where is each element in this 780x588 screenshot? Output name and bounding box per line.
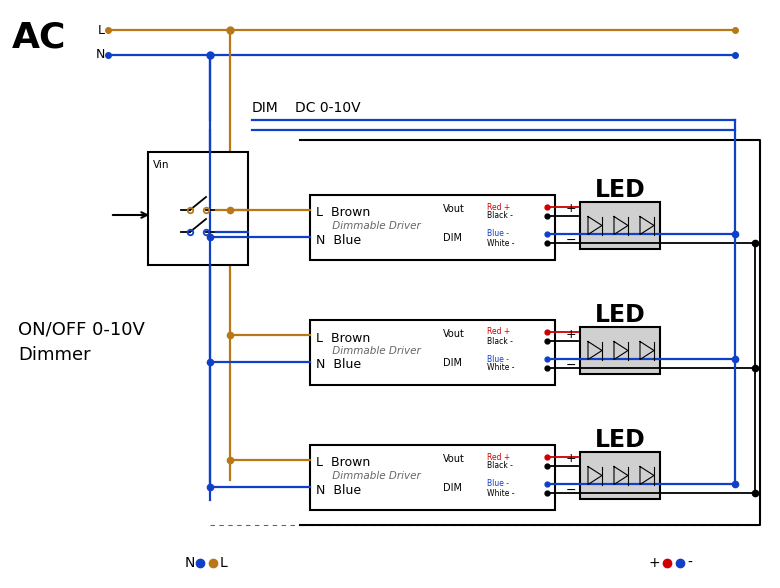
Text: Vout: Vout xyxy=(443,454,465,464)
Text: N  Blue: N Blue xyxy=(316,233,361,246)
Bar xyxy=(580,327,660,374)
Text: Black -: Black - xyxy=(487,462,513,470)
Text: +: + xyxy=(566,453,576,466)
Bar xyxy=(310,320,555,385)
Text: Red +: Red + xyxy=(487,453,510,462)
Text: Blue -: Blue - xyxy=(487,479,509,489)
Text: LED: LED xyxy=(594,428,645,452)
Text: Dimmable Driver: Dimmable Driver xyxy=(316,221,420,231)
Text: DIM: DIM xyxy=(443,483,462,493)
Text: N  Blue: N Blue xyxy=(316,359,361,372)
Text: L  Brown: L Brown xyxy=(316,456,370,469)
Text: AC: AC xyxy=(12,21,66,55)
Text: +: + xyxy=(648,556,660,570)
Bar xyxy=(580,452,660,499)
Text: Blue -: Blue - xyxy=(487,355,509,363)
Text: Red +: Red + xyxy=(487,328,510,336)
Text: Black -: Black - xyxy=(487,212,513,220)
Text: Dimmer: Dimmer xyxy=(18,346,90,364)
Bar xyxy=(310,445,555,510)
Text: N: N xyxy=(185,556,195,570)
Text: Vin: Vin xyxy=(153,160,169,170)
Text: DIM: DIM xyxy=(252,101,278,115)
Text: Blue -: Blue - xyxy=(487,229,509,239)
Bar xyxy=(148,152,248,265)
Text: −: − xyxy=(566,483,576,496)
Text: LED: LED xyxy=(594,303,645,327)
Text: ON/OFF 0-10V: ON/OFF 0-10V xyxy=(18,321,145,339)
Text: Vout: Vout xyxy=(443,204,465,214)
Text: DC 0-10V: DC 0-10V xyxy=(295,101,360,115)
Text: DIM: DIM xyxy=(443,233,462,243)
Text: −: − xyxy=(566,359,576,372)
Bar xyxy=(580,202,660,249)
Text: White -: White - xyxy=(487,239,515,248)
Text: LED: LED xyxy=(594,178,645,202)
Text: DIM: DIM xyxy=(443,358,462,368)
Text: White -: White - xyxy=(487,363,515,373)
Text: L  Brown: L Brown xyxy=(316,332,370,345)
Text: L  Brown: L Brown xyxy=(316,206,370,219)
Text: N  Blue: N Blue xyxy=(316,483,361,496)
Text: White -: White - xyxy=(487,489,515,497)
Text: N: N xyxy=(96,48,105,62)
Text: Vout: Vout xyxy=(443,329,465,339)
Text: Dimmable Driver: Dimmable Driver xyxy=(316,346,420,356)
Text: +: + xyxy=(566,202,576,215)
Text: Red +: Red + xyxy=(487,202,510,212)
Text: L: L xyxy=(98,24,105,36)
Text: −: − xyxy=(566,233,576,246)
Text: L: L xyxy=(220,556,228,570)
Bar xyxy=(310,195,555,260)
Text: +: + xyxy=(566,328,576,340)
Text: Black -: Black - xyxy=(487,336,513,346)
Text: Dimmable Driver: Dimmable Driver xyxy=(316,471,420,481)
Text: -: - xyxy=(687,556,692,570)
